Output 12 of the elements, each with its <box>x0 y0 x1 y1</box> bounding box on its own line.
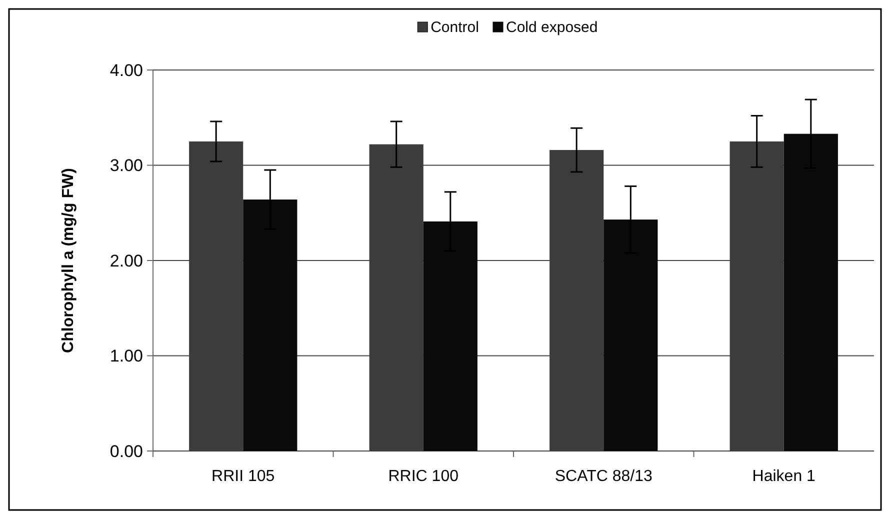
x-tick-label: RRII 105 <box>212 468 275 485</box>
y-tick-label: 2.00 <box>110 251 143 270</box>
y-axis-title: Chlorophyll a (mg/g FW) <box>60 168 77 353</box>
y-tick-label: 0.00 <box>110 442 143 461</box>
y-tick-label: 3.00 <box>110 156 143 176</box>
x-tick-label: Haiken 1 <box>752 468 816 485</box>
y-tick-label: 1.00 <box>110 346 143 366</box>
x-tick-label: RRIC 100 <box>388 468 459 485</box>
y-tick-label: 4.00 <box>110 60 143 80</box>
legend-label: Cold exposed <box>506 19 598 36</box>
x-tick-label: SCATC 88/13 <box>554 468 652 485</box>
legend-label: Control <box>430 19 479 36</box>
